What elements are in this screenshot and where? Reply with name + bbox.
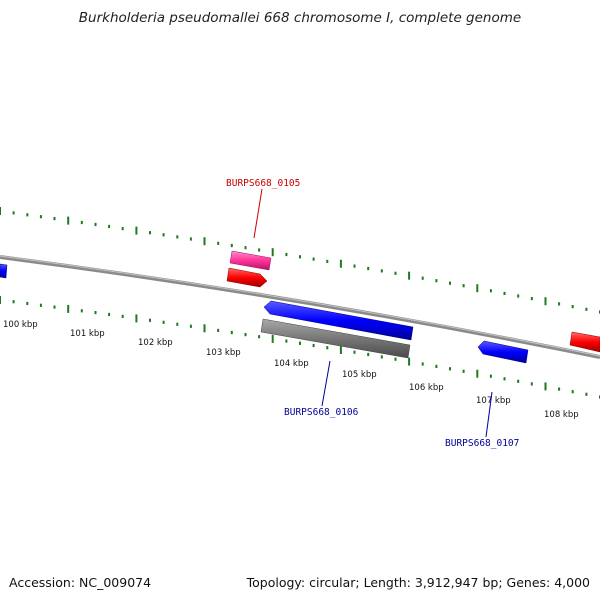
gene-burps668-0106[interactable]	[263, 300, 414, 341]
gene-red-right-edge[interactable]	[569, 331, 600, 353]
tick-label-107: 107 kbp	[476, 396, 511, 406]
leader-line-0106	[321, 360, 331, 407]
leader-line-0105	[253, 188, 263, 239]
gene-label-burps668-0106[interactable]: BURPS668_0106	[284, 407, 359, 418]
scale-labels: 100 kbp 101 kbp 102 kbp 103 kbp 104 kbp …	[3, 320, 579, 420]
lower-tick-track	[0, 296, 600, 399]
gene-label-burps668-0107[interactable]: BURPS668_0107	[445, 438, 519, 449]
accession-text: Accession: NC_009074	[9, 575, 152, 590]
tick-label-102: 102 kbp	[138, 338, 173, 348]
gene-label-burps668-0105[interactable]: BURPS668_0105	[226, 178, 300, 189]
upper-tick-track	[0, 207, 600, 314]
gene-red-small[interactable]	[226, 267, 268, 288]
gene-gray-long[interactable]	[260, 318, 411, 359]
tick-label-103: 103 kbp	[206, 348, 241, 358]
tick-label-101: 101 kbp	[70, 329, 105, 339]
tick-label-108: 108 kbp	[544, 410, 579, 420]
tick-label-100: 100 kbp	[3, 320, 38, 330]
genes	[0, 250, 600, 364]
page-title: Burkholderia pseudomallei 668 chromosome…	[78, 10, 522, 26]
gene-blue-left-edge[interactable]	[0, 263, 8, 279]
genome-summary-text: Topology: circular; Length: 3,912,947 bp…	[246, 575, 590, 590]
gene-burps668-0105[interactable]	[229, 250, 272, 271]
chromosome-backbone	[0, 255, 600, 359]
tick-label-106: 106 kbp	[409, 383, 444, 393]
leader-line-0107	[485, 391, 493, 438]
tick-label-105: 105 kbp	[342, 370, 377, 380]
chromosome-backbone-highlight	[0, 255, 600, 357]
gene-burps668-0107[interactable]	[477, 340, 529, 364]
tick-label-104: 104 kbp	[274, 359, 309, 369]
